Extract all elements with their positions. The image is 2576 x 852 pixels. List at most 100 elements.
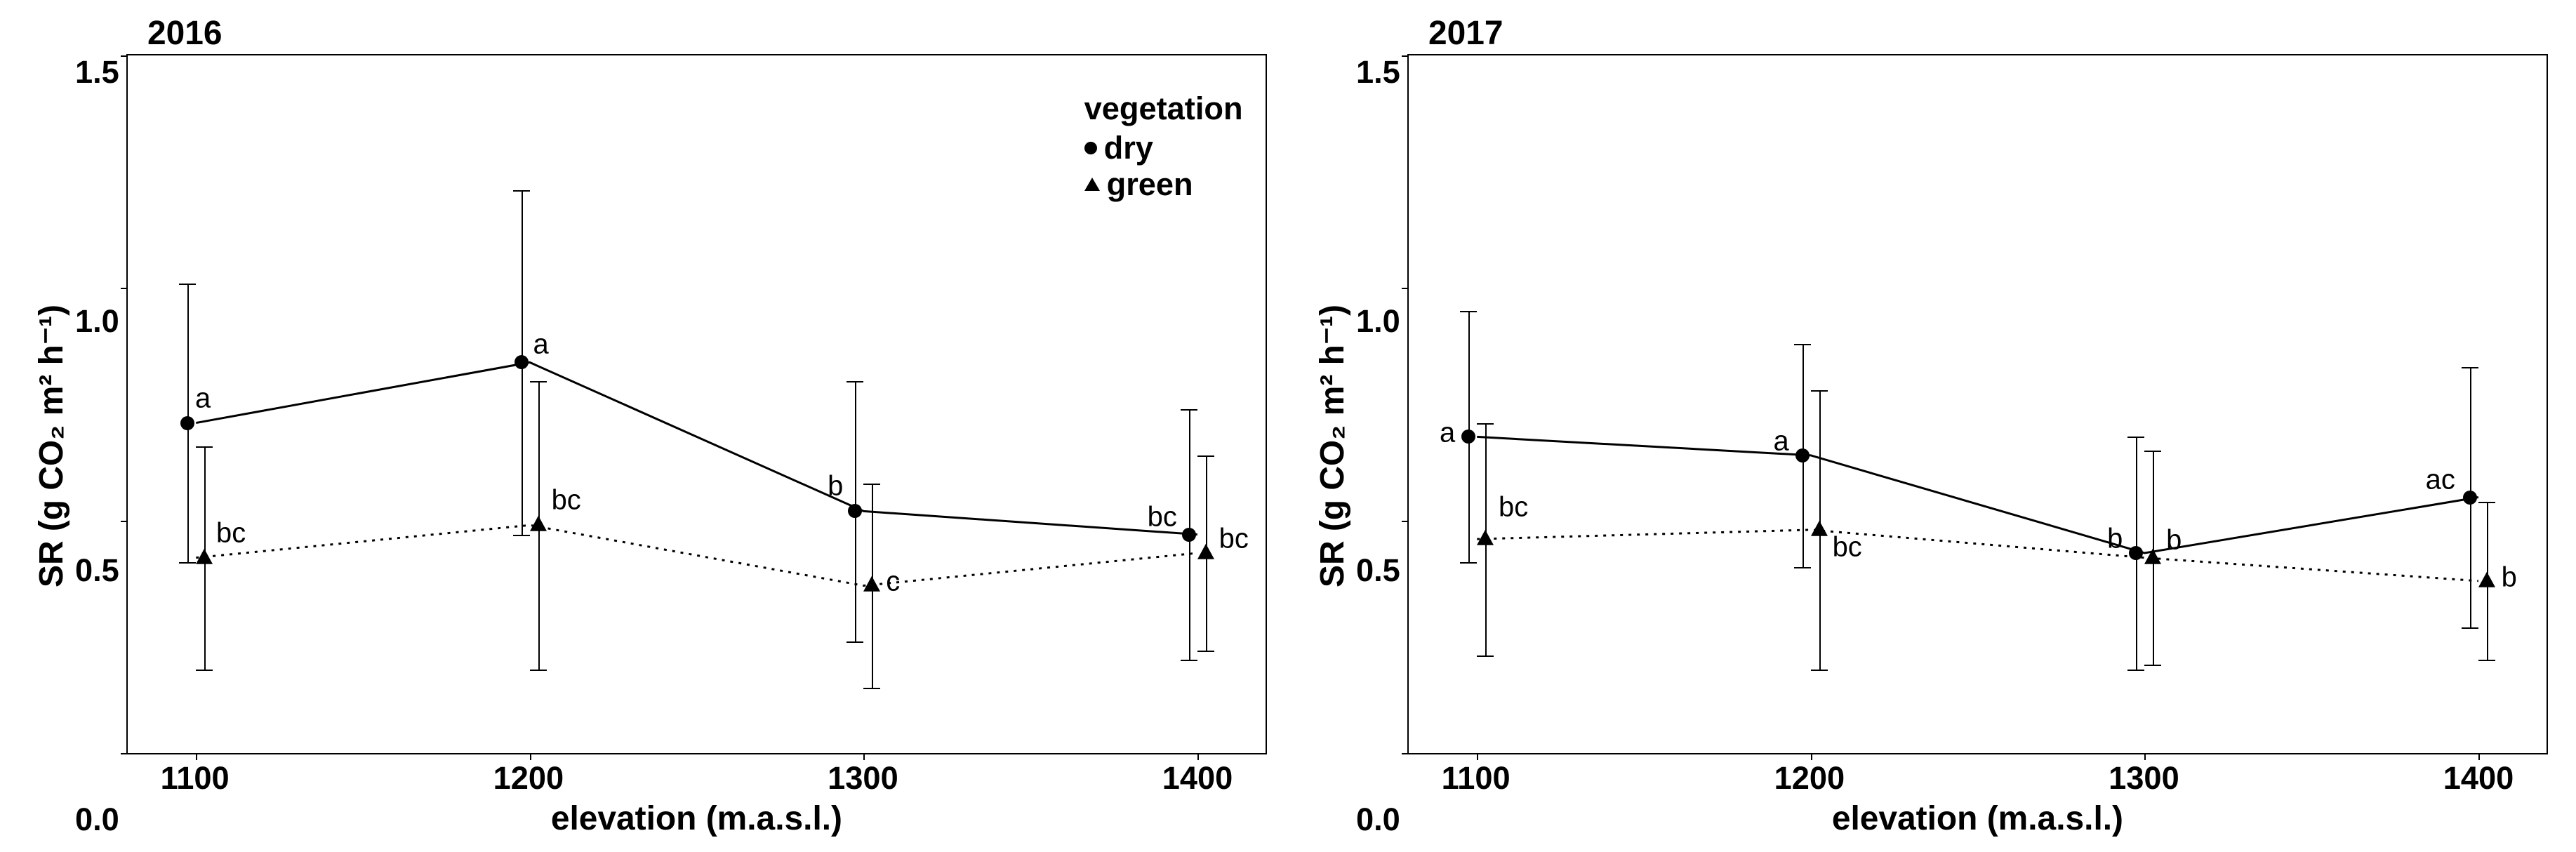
errorbar-cap	[1794, 344, 1811, 345]
point-label: b	[2166, 524, 2182, 556]
y-tick-mark	[121, 55, 128, 57]
y-tick-label: 1.0	[1356, 303, 1400, 340]
y-axis-label: SR (g CO₂ m² h⁻¹)	[1309, 54, 1356, 838]
figure-root: 2016SR (g CO₂ m² h⁻¹)1.51.00.50.0aabbcbc…	[0, 0, 2576, 852]
data-point-dry	[514, 355, 529, 369]
x-tick-label: 1200	[493, 760, 564, 797]
errorbar-cap	[847, 641, 863, 643]
point-label: bc	[1219, 524, 1249, 555]
x-tick-mark	[196, 753, 197, 760]
x-tick-label: 1400	[1162, 760, 1233, 797]
legend: vegetationdrygreen	[1084, 91, 1243, 203]
y-tick-labels: 1.5 1.0 0.5 0.0	[1356, 54, 1407, 838]
y-tick-mark	[121, 288, 128, 289]
panel-title: 2016	[147, 14, 1267, 53]
plot-area: aabacbcbcbbvegetationdrygreen	[1407, 54, 2548, 754]
series-line-dry	[1477, 437, 2478, 553]
y-tick-mark	[121, 521, 128, 522]
errorbar-cap	[2478, 660, 2495, 661]
y-tick-labels: 1.51.00.50.0	[75, 54, 126, 838]
panel-2017: 2017SR (g CO₂ m² h⁻¹)1.51.00.50.0aabacbc…	[1309, 14, 2548, 838]
errorbar-cap	[1811, 670, 1828, 671]
x-tick-mark	[2144, 753, 2146, 760]
point-label: c	[886, 566, 900, 598]
series-line-green	[1477, 530, 2478, 581]
data-point-green	[530, 516, 547, 531]
legend-item-dry: dry	[1084, 130, 1243, 166]
data-point-dry	[1795, 448, 1810, 462]
x-tick-label: 1100	[161, 760, 230, 797]
errorbar-cap	[2462, 627, 2478, 629]
series-line-green	[196, 525, 1197, 585]
data-point-dry	[1461, 430, 1475, 444]
x-tick-label: 1400	[2443, 760, 2514, 797]
y-axis-label: SR (g CO₂ m² h⁻¹)	[28, 54, 75, 838]
errorbar-cap	[196, 670, 213, 671]
point-label: b	[828, 471, 843, 502]
y-tick-mark	[1402, 55, 1409, 57]
errorbar-cap	[1477, 423, 1494, 425]
errorbar-cap	[1197, 455, 1214, 457]
point-label: ac	[2426, 464, 2455, 495]
x-tick-label: 1100	[1442, 760, 1511, 797]
errorbar-cap	[2127, 437, 2144, 438]
y-tick-mark	[1402, 753, 1409, 754]
data-point-dry	[2463, 491, 2477, 505]
errorbar-cap	[179, 562, 196, 564]
x-axis-label: elevation (m.a.s.l.)	[1407, 799, 2548, 838]
x-tick-mark	[1811, 753, 1812, 760]
x-tick-mark	[2478, 753, 2480, 760]
x-tick-labels: 1100 1200 1300 1400	[126, 760, 1267, 797]
errorbar-cap	[2127, 670, 2144, 671]
y-tick-mark	[1402, 521, 1409, 522]
y-tick-label: 0.5	[1356, 552, 1400, 589]
y-tick-mark	[1402, 288, 1409, 289]
y-tick-label: 0.5	[75, 552, 119, 589]
point-label: bc	[1148, 501, 1177, 533]
errorbar-cap	[179, 284, 196, 285]
y-tick-label: 0.0	[1356, 801, 1400, 838]
x-tick-mark	[863, 753, 865, 760]
errorbar-cap	[513, 190, 530, 192]
errorbar-cap	[530, 670, 547, 671]
errorbar-cap	[1794, 567, 1811, 568]
errorbar-cap	[863, 484, 880, 485]
point-label: a	[1440, 418, 1455, 449]
errorbar-cap	[1181, 409, 1197, 411]
point-label: bc	[552, 485, 581, 517]
data-point-green	[2478, 572, 2495, 587]
point-label: bc	[216, 517, 246, 549]
errorbar-cap	[2144, 451, 2161, 452]
errorbar-cap	[530, 381, 547, 382]
point-label: a	[533, 329, 549, 361]
point-label: b	[2107, 524, 2123, 555]
legend-label: green	[1107, 166, 1193, 203]
data-point-dry	[180, 416, 194, 430]
errorbar-cap	[847, 381, 863, 382]
y-tick-mark	[121, 753, 128, 754]
data-point-green	[196, 548, 213, 564]
errorbar-cap	[196, 446, 213, 448]
errorbar-cap	[863, 688, 880, 689]
errorbar-cap	[2462, 367, 2478, 368]
x-tick-label: 1300	[828, 760, 898, 797]
y-tick-label: 1.5	[75, 54, 119, 91]
errorbar-cap	[1460, 562, 1477, 564]
legend-label: dry	[1104, 130, 1153, 166]
series-line-dry	[196, 362, 1197, 534]
errorbar-cap	[1181, 660, 1197, 661]
x-axis-label: elevation (m.a.s.l.)	[126, 799, 1267, 838]
point-label: a	[195, 382, 211, 414]
x-tick-mark	[1197, 753, 1199, 760]
point-label: bc	[1833, 531, 1862, 563]
circle-icon	[1084, 142, 1097, 154]
x-tick-label: 1300	[2109, 760, 2179, 797]
errorbar-cap	[2478, 502, 2495, 503]
x-tick-label: 1200	[1774, 760, 1845, 797]
y-tick-label: 1.0	[75, 303, 119, 340]
legend-title: vegetation	[1084, 91, 1243, 127]
y-tick-label: 1.5	[1356, 54, 1400, 91]
legend-item-green: green	[1084, 166, 1243, 203]
errorbar-cap	[1477, 655, 1494, 657]
data-point-green	[2144, 548, 2161, 564]
